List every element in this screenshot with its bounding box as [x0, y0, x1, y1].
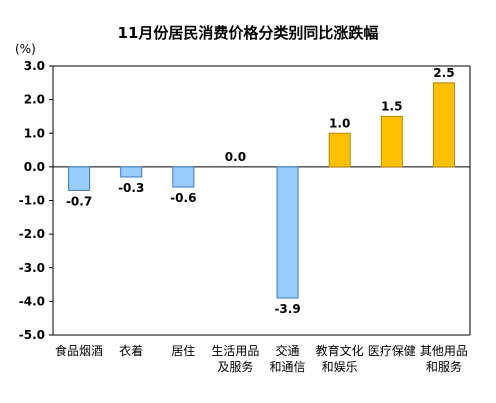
x-tick-label: 交通 [276, 343, 300, 358]
data-label: 2.5 [433, 66, 454, 80]
x-tick-label: 和通信 [270, 360, 306, 374]
y-axis-unit: (%) [15, 42, 36, 56]
chart-title: 11月份居民消费价格分类别同比涨跌幅 [118, 24, 379, 42]
y-tick-label: 0.0 [24, 160, 45, 174]
data-label: -3.9 [274, 302, 300, 316]
y-tick-label: -4.0 [19, 294, 45, 308]
data-label: 0.0 [225, 150, 246, 164]
x-tick-label: 生活用品 [211, 344, 259, 358]
x-tick-label: 教育文化 [316, 343, 364, 358]
x-tick-label: 及服务 [217, 359, 253, 374]
y-tick-label: -3.0 [19, 261, 45, 275]
y-tick-label: 1.0 [24, 126, 45, 140]
y-tick-label: -2.0 [19, 227, 45, 241]
data-label: -0.6 [170, 191, 196, 205]
bar [380, 115, 403, 168]
bar [276, 166, 299, 299]
x-tick-label: 医疗保健 [368, 344, 416, 358]
bar [120, 166, 143, 178]
bar [68, 166, 91, 191]
data-label: -0.3 [118, 181, 144, 195]
x-tick-label: 其他用品 [420, 344, 468, 358]
x-tick-label: 衣着 [119, 343, 143, 358]
bar [328, 132, 351, 168]
x-tick-label: 食品烟酒 [55, 343, 103, 358]
y-tick-label: 2.0 [24, 93, 45, 107]
bar [172, 166, 195, 188]
data-label: 1.5 [381, 99, 402, 113]
y-tick-label: 3.0 [24, 59, 45, 73]
y-tick-label: -1.0 [19, 194, 45, 208]
x-tick-label: 和娱乐 [322, 360, 358, 374]
y-tick-label: -5.0 [19, 328, 45, 342]
plot-area: 3.0 2.0 1.0 0.0 -1.0 -2.0 -3.0 -4.0 -5.0 -0.7 食品烟酒… [19, 59, 471, 374]
x-tick-label: 居住 [171, 344, 195, 358]
x-tick-label: 和服务 [426, 359, 462, 374]
data-label: -0.7 [66, 194, 92, 208]
data-label: 1.0 [329, 116, 350, 130]
bar [432, 82, 455, 168]
